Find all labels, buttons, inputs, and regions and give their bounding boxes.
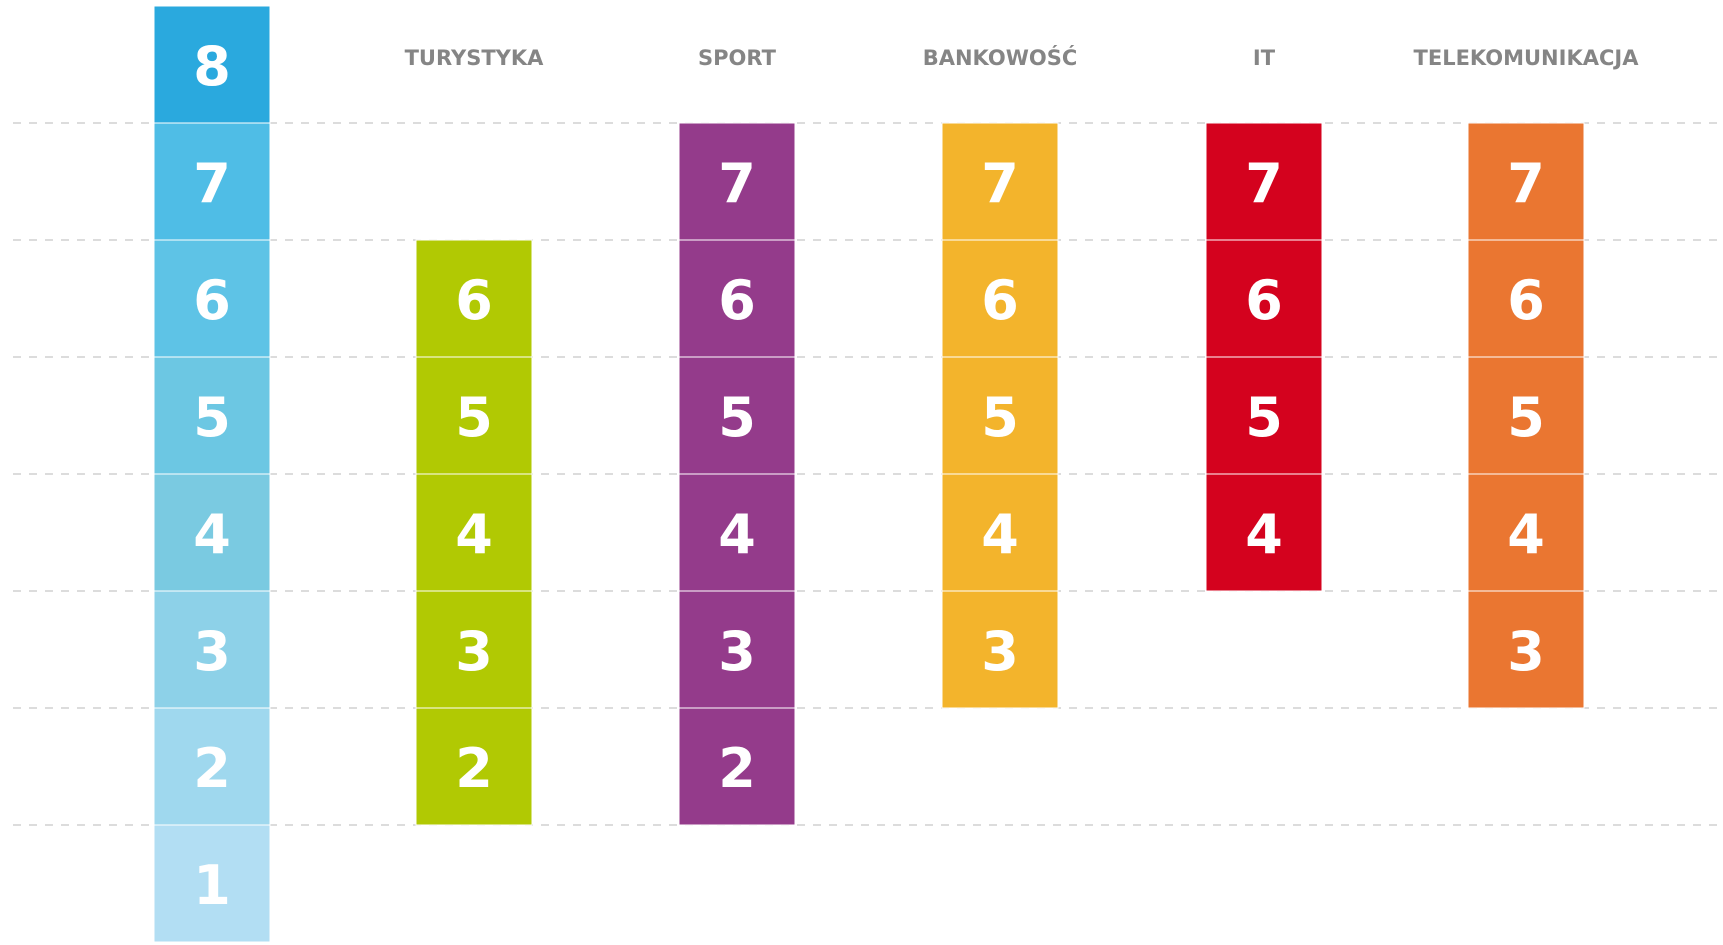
level-number: 6 — [1507, 269, 1545, 332]
level-number: 5 — [1507, 386, 1545, 449]
level-cell — [415, 356, 533, 475]
level-number: 7 — [718, 152, 756, 215]
level-cell — [1467, 122, 1585, 241]
level-number: 7 — [1507, 152, 1545, 215]
level-number: 7 — [981, 152, 1019, 215]
level-number: 5 — [1245, 386, 1283, 449]
level-number: 6 — [1245, 269, 1283, 332]
level-number: 4 — [193, 503, 231, 566]
level-cell — [415, 239, 533, 358]
level-cell — [153, 239, 271, 358]
level-cell — [153, 707, 271, 826]
level-cell — [153, 590, 271, 709]
level-number: 2 — [193, 737, 231, 800]
level-number: 2 — [718, 737, 756, 800]
level-number: 4 — [718, 503, 756, 566]
level-cell — [678, 122, 796, 241]
column-header: SPORT — [698, 46, 777, 70]
level-cell — [678, 590, 796, 709]
level-cell — [678, 239, 796, 358]
level-number: 1 — [193, 854, 231, 917]
level-number: 2 — [455, 737, 493, 800]
column-header: TELEKOMUNIKACJA — [1414, 46, 1640, 70]
level-cell — [1205, 356, 1323, 475]
level-number: 6 — [193, 269, 231, 332]
level-cell — [153, 473, 271, 592]
level-number: 4 — [1507, 503, 1545, 566]
level-cell — [1467, 239, 1585, 358]
level-number: 3 — [193, 620, 231, 683]
level-number: 5 — [193, 386, 231, 449]
level-number: 3 — [981, 620, 1019, 683]
level-number: 3 — [455, 620, 493, 683]
level-cell — [1205, 122, 1323, 241]
level-cell — [678, 356, 796, 475]
level-cell — [941, 473, 1059, 592]
level-number: 5 — [718, 386, 756, 449]
level-cell — [153, 122, 271, 241]
level-number: 4 — [981, 503, 1019, 566]
level-number: 8 — [193, 35, 231, 98]
level-number: 3 — [718, 620, 756, 683]
level-number: 4 — [1245, 503, 1283, 566]
level-cell — [1205, 239, 1323, 358]
level-cell — [153, 356, 271, 475]
level-number: 4 — [455, 503, 493, 566]
level-cell — [415, 707, 533, 826]
level-number: 6 — [981, 269, 1019, 332]
level-number: 6 — [455, 269, 493, 332]
level-cell — [1467, 473, 1585, 592]
level-cell — [1467, 356, 1585, 475]
level-cell — [415, 590, 533, 709]
level-cell — [153, 824, 271, 943]
level-number: 3 — [1507, 620, 1545, 683]
level-cell — [1467, 590, 1585, 709]
level-cell — [941, 590, 1059, 709]
level-number: 6 — [718, 269, 756, 332]
column-header: IT — [1253, 46, 1276, 70]
level-cell — [1205, 473, 1323, 592]
level-cell — [415, 473, 533, 592]
level-cell — [153, 5, 271, 124]
level-number: 5 — [455, 386, 493, 449]
level-cell — [941, 356, 1059, 475]
level-cell — [941, 122, 1059, 241]
column-header: TURYSTYKA — [405, 46, 545, 70]
column-header: BANKOWOŚĆ — [923, 45, 1078, 70]
level-cell — [941, 239, 1059, 358]
level-number: 5 — [981, 386, 1019, 449]
level-number: 7 — [1245, 152, 1283, 215]
level-number: 7 — [193, 152, 231, 215]
level-cell — [678, 707, 796, 826]
